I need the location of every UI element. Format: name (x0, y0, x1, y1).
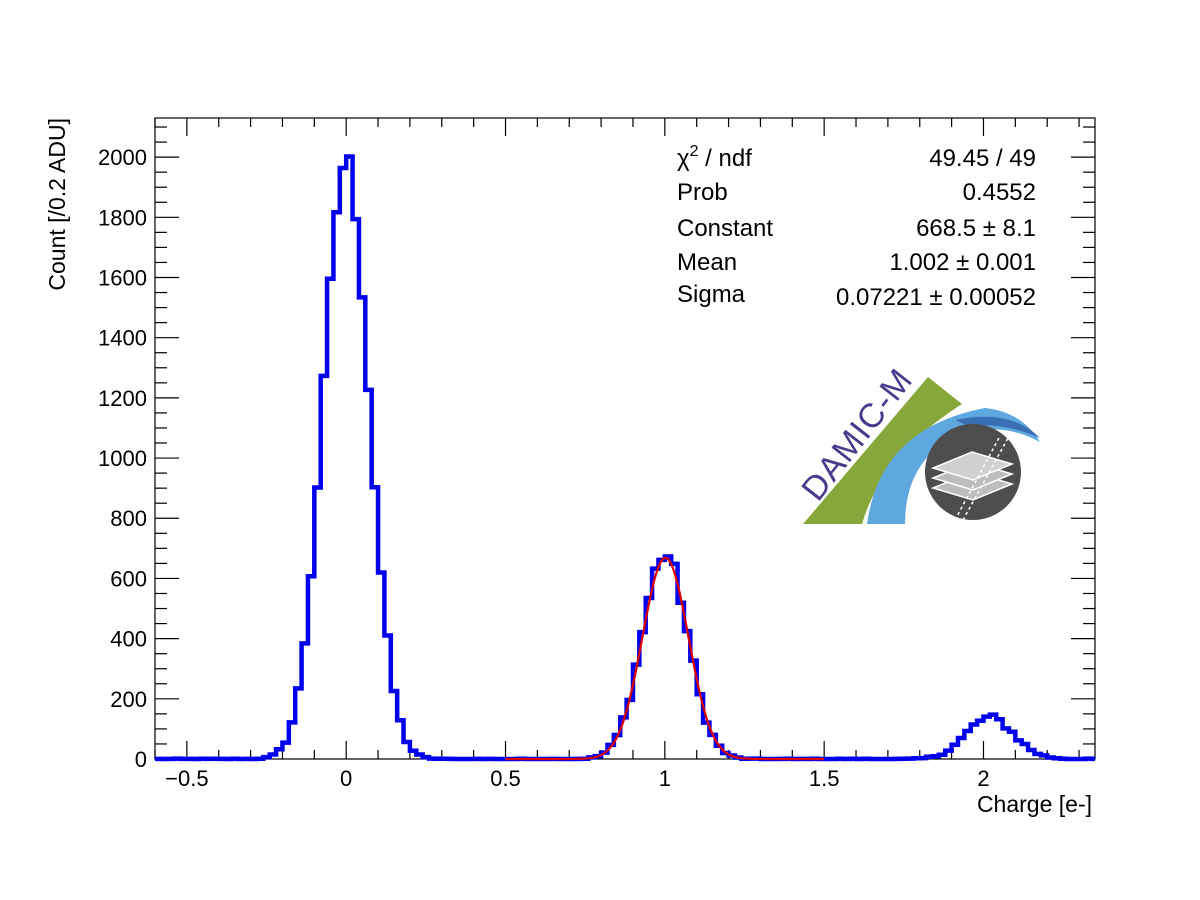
logo-green-wedge (803, 377, 962, 524)
stats-row-mean-label: Mean (677, 249, 737, 276)
histogram-series (155, 154, 1095, 762)
y-tick-label: 1000 (98, 446, 147, 471)
x-tick-label: 0.5 (490, 766, 521, 791)
stats-row-mean-value: 1.002 ± 0.001 (889, 249, 1036, 276)
y-tick-label: 400 (110, 627, 147, 652)
stats-row-sigma-value: 0.07221 ± 0.00052 (836, 284, 1036, 311)
x-axis-title: Charge [e-] (977, 791, 1092, 817)
x-tick-label: 1 (659, 766, 671, 791)
y-tick-label: 2000 (98, 145, 147, 170)
stats-row-chi2-label: χ2 / ndf (677, 143, 752, 172)
stats-row-prob-label: Prob (677, 179, 728, 206)
damic-m-logo: DAMIC-M (794, 361, 1040, 524)
y-axis-title: Count [/0.2 ADU] (44, 118, 70, 291)
stats-row-chi2-value: 49.45 / 49 (929, 145, 1036, 172)
y-tick-label: 1200 (98, 386, 147, 411)
y-tick-label: 1600 (98, 265, 147, 290)
stats-row-constant-value: 668.5 ± 8.1 (916, 215, 1036, 242)
plot-frame (154, 117, 1096, 760)
x-axis-ticks: −0.5 0 0.5 1 1.5 2 (154, 118, 1080, 791)
y-tick-label: 600 (110, 566, 147, 591)
y-tick-label: 1400 (98, 326, 147, 351)
x-tick-label: 1.5 (809, 766, 840, 791)
y-axis-ticks: 0 200 400 600 800 1000 1200 1400 1600 1800 2000 (98, 126, 1095, 772)
stats-row-prob-value: 0.4552 (963, 179, 1036, 206)
x-tick-label: 0 (340, 766, 352, 791)
y-tick-label: 800 (110, 506, 147, 531)
gaussian-fit-curve (505, 556, 825, 761)
x-tick-label: −0.5 (165, 766, 208, 791)
logo-ccd-stack-icon (930, 435, 1015, 521)
fit-stats-box: χ2 / ndf 49.45 / 49 Prob 0.4552 Constant… (677, 143, 1036, 311)
stats-row-constant-label: Constant (677, 215, 773, 242)
y-tick-label: 200 (110, 687, 147, 712)
logo-dark-blue-arc (955, 416, 1040, 438)
y-tick-label: 1800 (98, 205, 147, 230)
y-tick-label: 0 (135, 747, 147, 772)
stats-row-sigma-label: Sigma (677, 281, 746, 308)
x-tick-label: 2 (977, 766, 989, 791)
